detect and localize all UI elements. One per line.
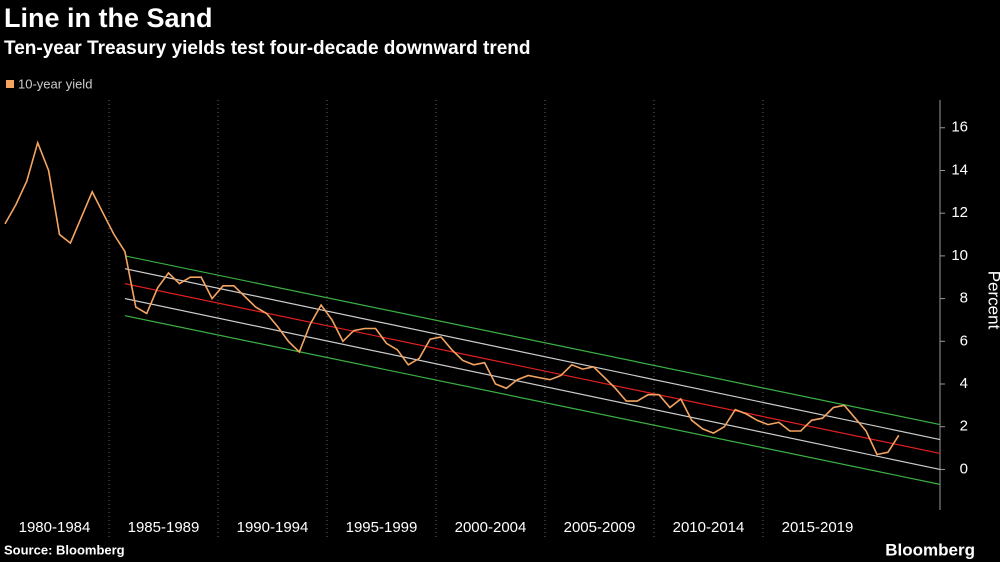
trend-line (124, 283, 941, 454)
y-tick-label: 14 (951, 161, 968, 178)
y-tick-label: 2 (960, 418, 968, 435)
trend-line (124, 298, 941, 471)
y-tick-label: 4 (960, 375, 968, 392)
x-tick-label: 1990-1994 (237, 519, 309, 536)
legend-label: 10-year yield (18, 76, 92, 91)
x-tick-label: 2005-2009 (564, 519, 636, 536)
x-tick-label: 2000-2004 (455, 519, 527, 536)
trend-line (124, 268, 941, 441)
y-tick-label: 12 (951, 204, 968, 221)
y-tick-label: 6 (960, 332, 968, 349)
y-tick-label: 16 (951, 119, 968, 136)
source: Source: Bloomberg (4, 542, 125, 557)
yield-line (4, 140, 900, 456)
legend-swatch (6, 80, 14, 88)
trend-line (124, 255, 941, 426)
trend-line (124, 315, 941, 485)
chart-subtitle: Ten-year Treasury yields test four-decad… (4, 38, 531, 59)
x-tick-label: 1995-1999 (346, 519, 418, 536)
y-tick-label: 8 (960, 290, 968, 307)
x-tick-label: 1980-1984 (19, 519, 91, 536)
y-axis-label: Percent (985, 271, 1000, 330)
brand: Bloomberg (885, 540, 975, 559)
x-tick-label: 1985-1989 (128, 519, 200, 536)
chart-title: Line in the Sand (4, 3, 213, 33)
x-tick-label: 2010-2014 (673, 519, 745, 536)
y-tick-label: 0 (960, 460, 968, 477)
x-tick-label: 2015-2019 (782, 519, 854, 536)
y-tick-label: 10 (951, 247, 968, 264)
